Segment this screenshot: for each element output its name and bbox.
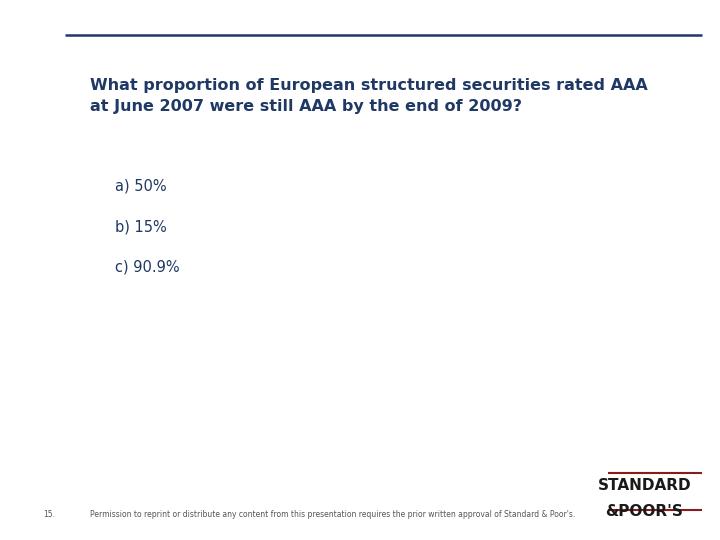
Text: 15.: 15. bbox=[43, 510, 55, 519]
Text: b) 15%: b) 15% bbox=[115, 219, 167, 234]
Text: a) 50%: a) 50% bbox=[115, 179, 167, 194]
Text: Permission to reprint or distribute any content from this presentation requires : Permission to reprint or distribute any … bbox=[90, 510, 575, 519]
Text: What proportion of European structured securities rated AAA
at June 2007 were st: What proportion of European structured s… bbox=[90, 78, 648, 114]
Text: STANDARD: STANDARD bbox=[598, 478, 691, 493]
Text: &POOR'S: &POOR'S bbox=[606, 504, 683, 519]
Text: c) 90.9%: c) 90.9% bbox=[115, 260, 180, 275]
